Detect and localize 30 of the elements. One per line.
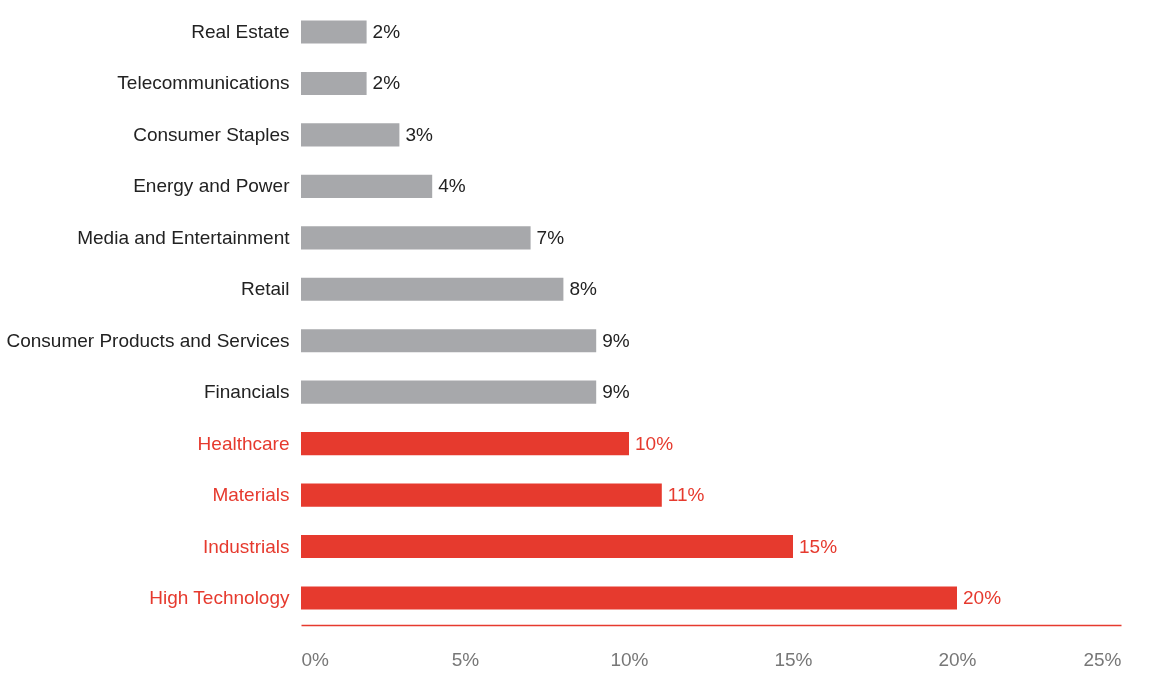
y-tick-label: Healthcare xyxy=(197,432,290,454)
data-label: 2% xyxy=(372,21,401,43)
x-tick-label: 5% xyxy=(451,648,480,670)
data-label: 20% xyxy=(963,586,1002,608)
data-label: 10% xyxy=(635,432,674,454)
y-tick-label: High Technology xyxy=(149,586,290,608)
data-label: 2% xyxy=(372,72,401,94)
y-tick-label: Media and Entertainment xyxy=(77,226,291,248)
y-tick-label: Consumer Products and Services xyxy=(6,329,290,351)
x-tick-label: 20% xyxy=(938,648,977,670)
y-tick-label: Energy and Power xyxy=(133,175,291,197)
data-label: 9% xyxy=(602,329,630,351)
y-tick-label: Financials xyxy=(203,381,290,403)
data-label: 11% xyxy=(667,484,705,506)
data-label: 3% xyxy=(405,123,433,145)
y-tick-label: Industrials xyxy=(202,535,290,557)
x-tick-label: 15% xyxy=(774,648,813,670)
data-label: 15% xyxy=(799,535,838,557)
x-tick-label: 10% xyxy=(610,648,649,670)
data-label: 4% xyxy=(438,175,466,197)
data-label: 8% xyxy=(569,278,597,300)
data-label: 7% xyxy=(536,226,565,248)
y-tick-label: Materials xyxy=(212,484,290,506)
y-tick-label: Telecommunications xyxy=(117,72,290,94)
y-tick-label: Retail xyxy=(240,278,290,300)
x-tick-label: 0% xyxy=(301,648,330,670)
y-tick-label: Real Estate xyxy=(191,21,290,43)
data-label: 9% xyxy=(602,381,630,403)
y-tick-label: Consumer Staples xyxy=(133,123,290,145)
x-tick-label: 25% xyxy=(1083,648,1122,670)
